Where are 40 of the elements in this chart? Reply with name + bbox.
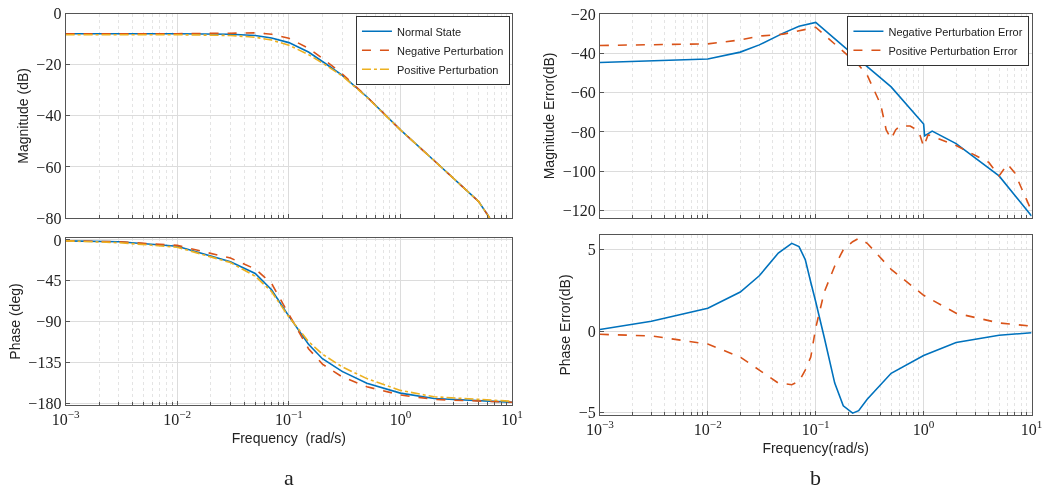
y-tick-label: −40 — [570, 45, 596, 63]
y-axis-title: Phase Error(dB) — [557, 274, 574, 376]
x-axis-title: Frequency (rad/s) — [231, 430, 347, 447]
x-tick-label: 10$^{1}$ — [1020, 418, 1043, 438]
y-axis-title: Magnitude (dB) — [14, 68, 31, 164]
y-tick-label: −60 — [36, 158, 62, 176]
y-tick-label: −90 — [36, 313, 62, 331]
x-axis-title: Frequency(rad/s) — [762, 440, 870, 457]
x-tick-label: 10$^{−3}$ — [585, 418, 615, 438]
y-tick-label: −135 — [28, 353, 62, 371]
legend-label: Normal State — [396, 25, 462, 38]
y-tick-label: −40 — [36, 107, 62, 125]
legend-label: Positive Perturbation Error — [888, 44, 1018, 57]
y-tick-label: −80 — [570, 123, 596, 141]
x-tick-label: 10$^{−1}$ — [274, 408, 303, 429]
y-tick-label: −60 — [570, 84, 596, 102]
y-tick-label: −5 — [578, 403, 596, 421]
y-axis-title: Magnitude Error(dB) — [541, 52, 558, 180]
y-tick-label: −120 — [562, 201, 596, 219]
x-tick-label: 10$^{−2}$ — [693, 418, 722, 438]
y-tick-label: 0 — [587, 322, 596, 340]
y-tick-label: −80 — [36, 209, 62, 227]
legend-label: Negative Perturbation Error — [888, 25, 1023, 38]
x-tick-label: 10$^{0}$ — [912, 418, 935, 438]
y-tick-label: 0 — [53, 5, 62, 23]
x-tick-label: 10$^{−2}$ — [163, 408, 192, 429]
legend-label: Positive Perturbation — [396, 63, 499, 76]
legend-label: Negative Perturbation — [396, 44, 504, 57]
x-tick-label: 10$^{0}$ — [389, 408, 412, 429]
x-tick-label: 10$^{−1}$ — [801, 418, 830, 438]
y-tick-label: 0 — [53, 231, 62, 249]
y-tick-label: −20 — [570, 6, 596, 24]
y-tick-label: −45 — [36, 272, 62, 290]
y-tick-label: −20 — [36, 56, 62, 74]
text: a — [284, 465, 294, 490]
y-tick-label: 5 — [587, 241, 596, 259]
y-axis-title: Phase (deg) — [6, 283, 23, 360]
y-tick-label: −100 — [562, 162, 596, 180]
text: b — [810, 465, 821, 490]
x-tick-label: 10$^{1}$ — [501, 408, 523, 429]
